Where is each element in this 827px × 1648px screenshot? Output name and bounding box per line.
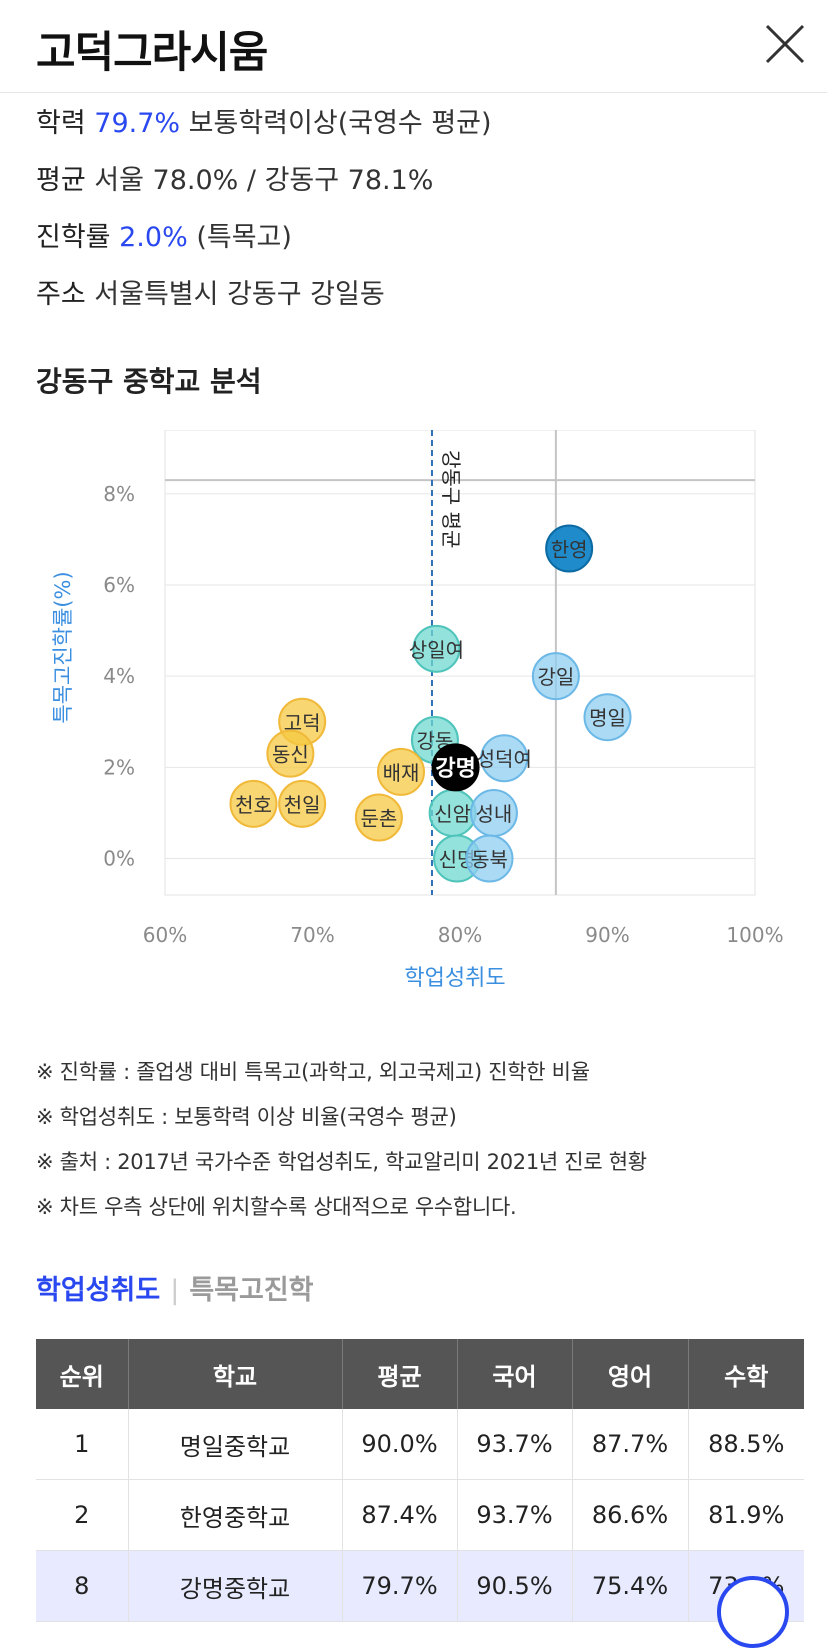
scatter-point bbox=[545, 524, 594, 573]
x-tick-label: 60% bbox=[143, 923, 187, 947]
address-text: 서울특별시 강동구 강일동 bbox=[94, 279, 385, 310]
cell-korean: 93.7% bbox=[457, 1479, 573, 1551]
point-label: 성덕여 bbox=[477, 747, 532, 771]
average-text: 서울 78.0% / 강동구 78.1% bbox=[94, 165, 434, 196]
cell-korean: 90.5% bbox=[457, 1550, 573, 1622]
info-label: 평균 bbox=[36, 165, 86, 196]
col-english[interactable]: 영어 bbox=[572, 1339, 689, 1409]
info-advancement: 진학률 2.0% (특목고) bbox=[36, 219, 492, 276]
notes: ※ 진학률 : 졸업생 대비 특목고(과학고, 외고국제고) 진학한 비율 ※ … bbox=[36, 1057, 647, 1237]
point-label: 강일 bbox=[537, 665, 574, 689]
x-tick-label: 100% bbox=[726, 923, 783, 947]
y-tick-label: 4% bbox=[103, 664, 135, 688]
scatter-point bbox=[583, 693, 632, 742]
plot-frame bbox=[164, 430, 756, 896]
achievement-value: 79.7% bbox=[94, 108, 181, 139]
point-label: 둔촌 bbox=[360, 807, 397, 831]
table-row-highlighted[interactable]: 8 강명중학교 79.7% 90.5% 75.4% 73.2% bbox=[36, 1550, 804, 1622]
y-axis-label: 특목고진학률(%) bbox=[51, 571, 75, 723]
average-line-label: 강동구 평균 bbox=[439, 450, 463, 548]
cell-school: 한영중학교 bbox=[128, 1479, 343, 1551]
info-label: 주소 bbox=[36, 279, 86, 310]
col-rank[interactable]: 순위 bbox=[36, 1339, 129, 1409]
header: 고덕그라시움 bbox=[0, 0, 827, 93]
x-tick-label: 80% bbox=[438, 923, 482, 947]
x-axis-label: 학업성취도 bbox=[404, 966, 505, 991]
scatter-point bbox=[465, 834, 514, 883]
scatter-point bbox=[278, 779, 327, 828]
point-label: 천일 bbox=[284, 793, 321, 817]
close-icon[interactable] bbox=[763, 22, 807, 66]
cell-rank: 8 bbox=[36, 1550, 129, 1622]
section-title: 강동구 중학교 분석 bbox=[36, 365, 262, 398]
point-label: 천호 bbox=[235, 793, 272, 817]
scatter-point bbox=[480, 734, 529, 783]
point-label: 성내 bbox=[476, 802, 513, 826]
point-label: 배재 bbox=[383, 761, 420, 785]
cell-math: 81.9% bbox=[688, 1479, 804, 1551]
point-label: 상일여 bbox=[409, 638, 464, 662]
tab-separator: | bbox=[170, 1275, 180, 1306]
note-item: ※ 차트 우측 상단에 위치할수록 상대적으로 우수합니다. bbox=[36, 1195, 517, 1219]
floating-action-button[interactable] bbox=[717, 1576, 789, 1648]
x-tick-label: 90% bbox=[585, 923, 629, 947]
achievement-desc: 보통학력이상(국영수 평균) bbox=[188, 108, 492, 139]
scatter-point bbox=[431, 743, 480, 792]
ranking-table: 순위 학교 평균 국어 영어 수학 1 명일중학교 90.0% 93.7% 87… bbox=[36, 1339, 804, 1622]
cell-average: 79.7% bbox=[342, 1550, 458, 1622]
info-average: 평균 서울 78.0% / 강동구 78.1% bbox=[36, 162, 492, 219]
school-info: 학력 79.7% 보통학력이상(국영수 평균) 평균 서울 78.0% / 강동… bbox=[36, 105, 492, 333]
cell-school: 명일중학교 bbox=[128, 1409, 343, 1480]
cell-math: 88.5% bbox=[688, 1409, 804, 1480]
cell-rank: 2 bbox=[36, 1479, 129, 1551]
cell-korean: 93.7% bbox=[457, 1409, 573, 1480]
col-average[interactable]: 평균 bbox=[342, 1339, 458, 1409]
tab-bar: 학업성취도 | 특목고진학 bbox=[36, 1268, 314, 1307]
point-label: 한영 bbox=[551, 538, 588, 562]
y-tick-label: 0% bbox=[103, 847, 135, 871]
cell-english: 86.6% bbox=[572, 1479, 689, 1551]
note-item: ※ 학업성취도 : 보통학력 이상 비율(국영수 평균) bbox=[36, 1105, 457, 1129]
scatter-point bbox=[266, 729, 315, 778]
cell-average: 90.0% bbox=[342, 1409, 458, 1480]
x-tick-label: 70% bbox=[290, 923, 334, 947]
col-math[interactable]: 수학 bbox=[688, 1339, 804, 1409]
scatter-point bbox=[377, 747, 425, 796]
info-achievement: 학력 79.7% 보통학력이상(국영수 평균) bbox=[36, 105, 492, 162]
point-label: 명일 bbox=[589, 706, 626, 730]
y-tick-label: 8% bbox=[103, 482, 135, 506]
tab-achievement[interactable]: 학업성취도 bbox=[36, 1275, 161, 1306]
tab-special-high[interactable]: 특목고진학 bbox=[189, 1275, 314, 1306]
y-tick-label: 2% bbox=[103, 755, 135, 779]
cell-english: 87.7% bbox=[572, 1409, 689, 1480]
col-school[interactable]: 학교 bbox=[128, 1339, 343, 1409]
advancement-value: 2.0% bbox=[119, 222, 188, 253]
cell-average: 87.4% bbox=[342, 1479, 458, 1551]
point-label: 동북 bbox=[471, 848, 508, 872]
cell-school: 강명중학교 bbox=[128, 1550, 343, 1622]
scatter-point bbox=[531, 652, 580, 701]
table-row[interactable]: 2 한영중학교 87.4% 93.7% 86.6% 81.9% bbox=[36, 1479, 804, 1551]
point-label: 신암 bbox=[434, 802, 471, 826]
note-item: ※ 출처 : 2017년 국가수준 학업성취도, 학교알리미 2021년 진로 … bbox=[36, 1150, 647, 1174]
page-title: 고덕그라시움 bbox=[36, 28, 268, 78]
point-label: 강명 bbox=[435, 756, 475, 781]
cell-rank: 1 bbox=[36, 1409, 129, 1480]
info-label: 학력 bbox=[36, 108, 86, 139]
cell-english: 75.4% bbox=[572, 1550, 689, 1622]
info-label: 진학률 bbox=[36, 222, 111, 253]
info-address: 주소 서울특별시 강동구 강일동 bbox=[36, 276, 492, 333]
advancement-desc: (특목고) bbox=[196, 222, 292, 253]
scatter-point bbox=[412, 624, 461, 673]
table-header-row: 순위 학교 평균 국어 영어 수학 bbox=[36, 1339, 804, 1409]
scatter-point bbox=[354, 793, 403, 842]
scatter-point bbox=[229, 779, 278, 828]
point-label: 동신 bbox=[272, 743, 309, 767]
note-item: ※ 진학률 : 졸업생 대비 특목고(과학고, 외고국제고) 진학한 비율 bbox=[36, 1060, 590, 1084]
y-tick-label: 6% bbox=[103, 573, 135, 597]
col-korean[interactable]: 국어 bbox=[457, 1339, 573, 1409]
table-row[interactable]: 1 명일중학교 90.0% 93.7% 87.7% 88.5% bbox=[36, 1409, 804, 1480]
